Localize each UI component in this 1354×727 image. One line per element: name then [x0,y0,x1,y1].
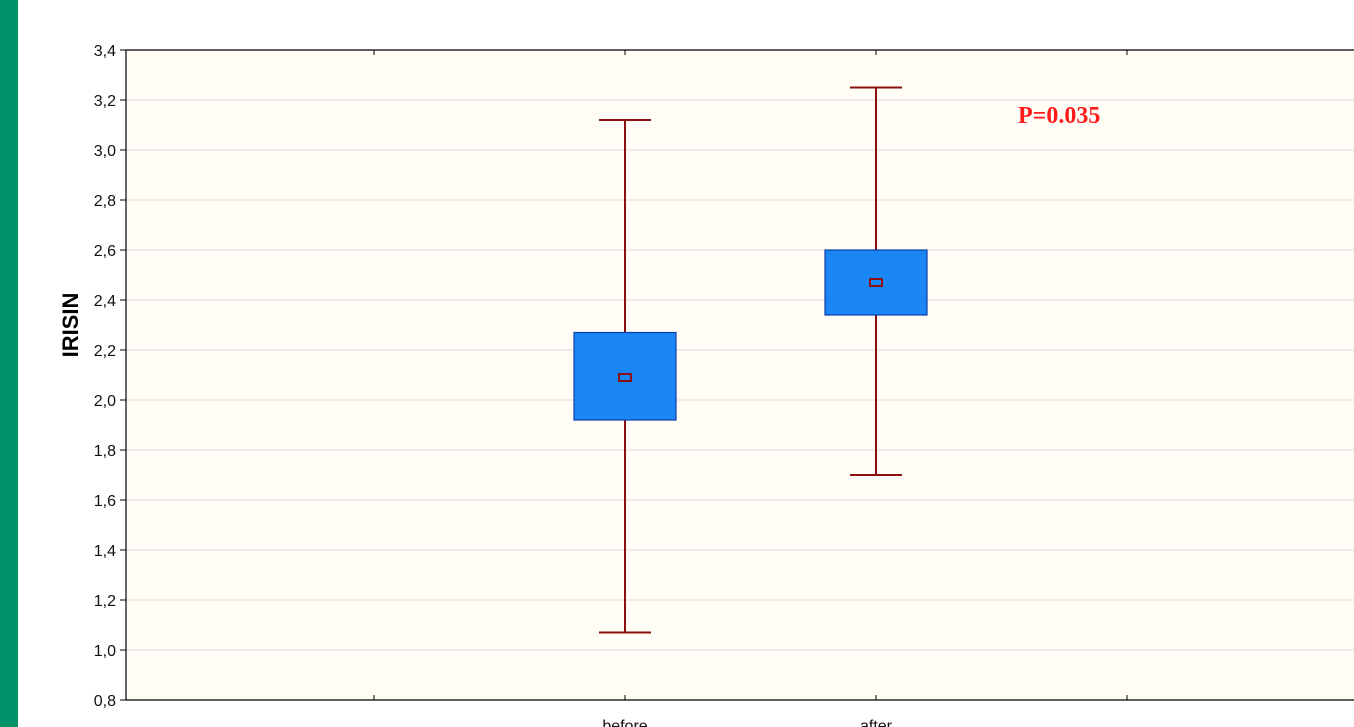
box-plot-chart: 0,8 1,0 1,2 1,4 1,6 1,8 2,0 2,2 2,4 2,6 2,8 3,0 3,2 3… [58,43,1354,727]
y-tick-label: 2,6 [94,243,116,260]
y-tick-label: 2,2 [94,343,116,360]
x-tick-label: after [860,718,893,727]
y-tick-label: 3,4 [94,43,116,60]
plot-background [126,50,1354,700]
y-tick-label: 1,4 [94,543,116,560]
y-tick-label: 2,0 [94,393,116,410]
box-before [573,119,677,634]
y-tick-label: 1,8 [94,443,116,460]
p-value-annotation: P=0.035 [1018,103,1100,129]
center-marker [618,373,632,382]
y-tick-label: 3,2 [94,93,116,110]
center-marker [869,278,883,287]
y-tick-label: 0,8 [94,693,116,710]
x-tick-labels: before after [602,718,892,727]
x-tick-label: before [602,718,647,727]
grid-lines [126,99,1354,651]
y-tick-label: 2,4 [94,293,116,310]
y-tick-label: 1,6 [94,493,116,510]
y-tick-labels: 0,8 1,0 1,2 1,4 1,6 1,8 2,0 2,2 2,4 2,6 2,8 3,0 3,2 3… [94,43,116,710]
chart-area: 0,8 1,0 1,2 1,4 1,6 1,8 2,0 2,2 2,4 2,6 2,8 3,0 3,2 3… [18,0,1354,727]
left-accent-bar [0,0,18,727]
y-tick-label: 1,0 [94,643,116,660]
boxes [573,86,928,634]
y-tick-label: 2,8 [94,193,116,210]
axes [120,49,1354,701]
y-tick-label: 3,0 [94,143,116,160]
y-tick-label: 1,2 [94,593,116,610]
y-axis-label: IRISIN [58,293,83,358]
box-after [824,86,928,476]
